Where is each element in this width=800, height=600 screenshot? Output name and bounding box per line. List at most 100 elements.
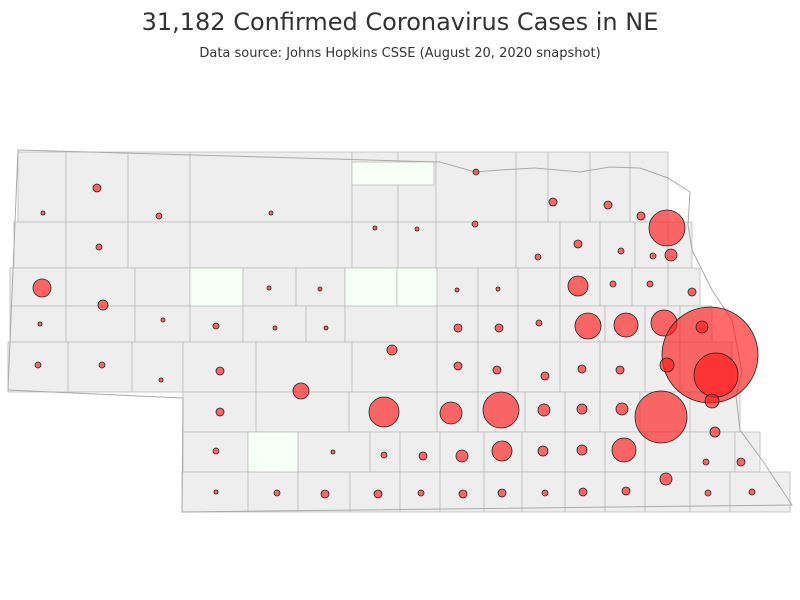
case-bubble	[659, 357, 675, 373]
case-bubble	[472, 168, 480, 176]
case-bubble	[621, 486, 631, 496]
case-bubble	[373, 489, 383, 499]
case-bubble	[646, 280, 654, 288]
case-bubble	[497, 488, 507, 498]
county	[131, 341, 184, 393]
case-bubble	[268, 210, 274, 216]
county	[517, 267, 561, 307]
county	[127, 151, 191, 223]
case-bubble	[574, 312, 602, 340]
case-bubble	[40, 210, 46, 216]
case-bubble	[320, 489, 330, 499]
case-bubble	[541, 489, 549, 497]
case-bubble	[494, 323, 504, 333]
zero-case-county	[396, 267, 438, 307]
case-bubble	[215, 366, 225, 376]
county	[65, 305, 136, 343]
zero-case-county	[351, 161, 435, 186]
county	[547, 151, 591, 223]
case-bubble	[603, 200, 613, 210]
county	[436, 267, 479, 307]
case-bubble	[576, 403, 588, 415]
case-bubble	[368, 396, 400, 428]
county	[344, 305, 438, 343]
case-bubble	[212, 447, 220, 455]
case-bubble	[687, 287, 697, 297]
chart-subtitle: Data source: Johns Hopkins CSSE (August …	[199, 46, 601, 61]
case-bubble	[330, 449, 336, 455]
county	[127, 221, 191, 269]
county	[667, 267, 701, 307]
case-bubble	[453, 361, 463, 371]
case-bubble	[540, 371, 550, 381]
case-bubble	[693, 352, 739, 398]
county	[689, 431, 736, 473]
case-bubble	[615, 402, 629, 416]
zero-case-county	[189, 267, 244, 307]
case-bubble	[704, 489, 712, 497]
case-bubble	[567, 275, 589, 297]
case-bubble	[649, 252, 657, 260]
county	[435, 151, 517, 223]
case-bubble	[215, 407, 225, 417]
case-bubble	[537, 403, 551, 417]
case-bubble	[97, 299, 109, 311]
county	[435, 221, 517, 269]
county	[189, 221, 353, 269]
county	[515, 151, 549, 223]
case-bubble	[458, 489, 468, 499]
case-bubble	[453, 323, 463, 333]
case-bubble	[34, 361, 42, 369]
case-bubble	[695, 320, 709, 334]
case-bubble	[736, 457, 746, 467]
county	[134, 267, 191, 307]
case-bubble	[292, 382, 310, 400]
county	[517, 341, 561, 393]
county	[589, 151, 631, 223]
bubble-layer	[32, 168, 759, 499]
county	[599, 267, 633, 307]
case-bubble	[492, 365, 502, 375]
state-outline	[7, 149, 793, 513]
zero-case-county	[247, 431, 299, 473]
county	[242, 305, 307, 343]
case-bubble	[611, 437, 637, 463]
county	[515, 221, 561, 269]
county	[247, 471, 299, 513]
case-bubble	[266, 285, 272, 291]
case-bubble	[548, 197, 558, 207]
case-bubble	[323, 325, 329, 331]
county	[305, 305, 346, 343]
case-bubble	[491, 440, 513, 462]
case-bubble	[212, 322, 220, 330]
case-bubble	[615, 365, 625, 375]
case-bubble	[272, 325, 278, 331]
case-bubble	[578, 487, 588, 497]
case-bubble	[380, 451, 388, 459]
case-bubble	[704, 393, 720, 409]
case-bubble	[573, 239, 583, 249]
county	[599, 221, 636, 269]
case-bubble	[535, 319, 543, 327]
case-bubble	[537, 445, 549, 457]
zero-case-county	[344, 267, 398, 307]
case-bubble	[273, 489, 281, 497]
case-bubble	[748, 488, 756, 496]
case-bubble	[454, 287, 460, 293]
case-bubble	[213, 489, 219, 495]
case-bubble	[32, 278, 52, 298]
case-bubble	[664, 248, 678, 262]
case-bubble	[471, 220, 479, 228]
chart-title: 31,182 Confirmed Coronavirus Cases in NE	[141, 8, 659, 36]
case-bubble	[95, 243, 103, 251]
county	[134, 305, 191, 343]
case-bubble	[37, 321, 43, 327]
case-bubble	[160, 317, 166, 323]
case-bubble	[158, 377, 164, 383]
case-bubble	[659, 472, 673, 486]
case-bubble	[634, 390, 688, 444]
case-bubble	[317, 286, 323, 292]
case-bubble	[439, 401, 463, 425]
case-bubble	[155, 212, 163, 220]
